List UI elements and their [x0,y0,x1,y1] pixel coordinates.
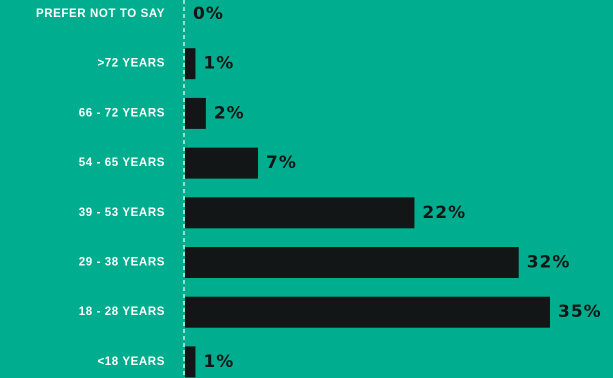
category-label-54-65-years: 54 - 65 YEARS [79,157,165,169]
bar-39-53-years [185,197,415,229]
category-label-72-years: >72 YEARS [97,58,165,70]
category-label-39-53-years: 39 - 53 YEARS [79,207,165,219]
value-label-39-53-years: 22% [422,203,466,223]
category-label-29-38-years: 29 - 38 YEARS [79,257,165,269]
category-label-18-28-years: 18 - 28 YEARS [79,306,165,318]
value-label-66-72-years: 2% [214,103,245,123]
value-label-29-38-years: 32% [527,253,571,273]
bar-66-72-years [185,97,206,129]
value-label-54-65-years: 7% [266,153,297,173]
bar-18-years [185,346,196,378]
bar-54-65-years [185,147,258,179]
category-label-prefer-not-to-say: PREFER NOT TO SAY [36,8,165,20]
value-label-18-years: 1% [203,352,234,372]
chart-marks: PREFER NOT TO SAY 0% >72 YEARS 1% 66 - 72 YE… [36,4,602,378]
bar-72-years [185,48,196,80]
value-label-72-years: 1% [203,54,234,74]
category-label-66-72-years: 66 - 72 YEARS [79,107,165,119]
value-label-prefer-not-to-say: 0% [193,4,224,24]
category-label-18-years: <18 YEARS [97,356,165,368]
bar-18-28-years [185,296,550,328]
value-label-18-28-years: 35% [558,302,602,322]
bar-29-38-years [185,247,519,278]
